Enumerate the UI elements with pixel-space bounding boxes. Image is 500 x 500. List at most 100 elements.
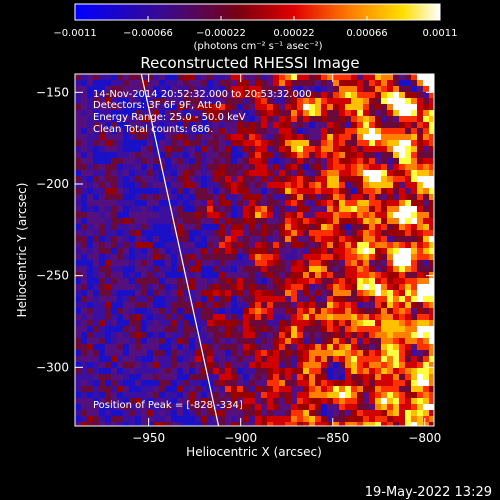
heatmap-cell [93,194,99,200]
heatmap-cell [261,302,267,308]
heatmap-cell [117,386,123,392]
heatmap-cell [165,128,171,134]
heatmap-cell [129,302,135,308]
heatmap-cell [81,278,87,284]
heatmap-cell [357,362,363,368]
heatmap-cell [87,338,93,344]
heatmap-cell [255,404,261,410]
heatmap-cell [261,212,267,218]
heatmap-cell [279,152,285,158]
heatmap-cell [321,362,327,368]
heatmap-cell [327,302,333,308]
heatmap-cell [387,404,393,410]
heatmap-cell [375,356,381,362]
heatmap-cell [93,242,99,248]
heatmap-cell [375,194,381,200]
heatmap-cell [303,104,309,110]
heatmap-cell [303,314,309,320]
heatmap-cell [219,296,225,302]
heatmap-cell [417,194,423,200]
heatmap-cell [249,242,255,248]
heatmap-cell [429,188,434,194]
heatmap-cell [171,146,177,152]
heatmap-cell [171,386,177,392]
heatmap-cell [129,152,135,158]
heatmap-cell [201,332,207,338]
heatmap-cell [213,206,219,212]
heatmap-cell [279,326,285,332]
heatmap-cell [243,266,249,272]
heatmap-cell [375,386,381,392]
heatmap-cell [159,374,165,380]
heatmap-cell [273,398,279,404]
heatmap-cell [363,290,369,296]
heatmap-cell [375,200,381,206]
heatmap-cell [75,176,81,182]
heatmap-cell [357,152,363,158]
heatmap-cell [291,98,297,104]
heatmap-cell [279,272,285,278]
heatmap-cell [297,206,303,212]
heatmap-cell [423,290,429,296]
heatmap-cell [291,260,297,266]
heatmap-cell [237,302,243,308]
heatmap-cell [363,284,369,290]
heatmap-cell [423,110,429,116]
heatmap-cell [255,194,261,200]
heatmap-cell [303,422,309,426]
heatmap-cell [291,140,297,146]
heatmap-cell [195,320,201,326]
heatmap-cell [231,350,237,356]
heatmap-cell [267,416,273,422]
heatmap-cell [141,350,147,356]
heatmap-cell [105,146,111,152]
heatmap-cell [189,146,195,152]
heatmap-cell [105,254,111,260]
heatmap-cell [363,236,369,242]
heatmap-cell [189,236,195,242]
heatmap-cell [177,380,183,386]
heatmap-cell [141,224,147,230]
heatmap-cell [165,404,171,410]
heatmap-cell [141,140,147,146]
heatmap-cell [351,164,357,170]
heatmap-cell [387,308,393,314]
heatmap-cell [183,104,189,110]
heatmap-cell [129,194,135,200]
heatmap-cell [219,260,225,266]
heatmap-cell [99,314,105,320]
heatmap-cell [303,320,309,326]
heatmap-cell [147,98,153,104]
heatmap-cell [87,164,93,170]
heatmap-cell [237,242,243,248]
heatmap-cell [117,74,123,80]
heatmap-cell [429,122,434,128]
heatmap-cell [339,284,345,290]
heatmap-cell [255,170,261,176]
heatmap-cell [177,254,183,260]
heatmap-cell [219,224,225,230]
heatmap-cell [429,248,434,254]
heatmap-cell [339,350,345,356]
heatmap-cell [177,374,183,380]
heatmap-cell [243,206,249,212]
heatmap-cell [225,380,231,386]
heatmap-cell [147,134,153,140]
heatmap-cell [309,272,315,278]
heatmap-cell [327,248,333,254]
heatmap-cell [201,404,207,410]
heatmap-cell [411,236,417,242]
heatmap-cell [237,308,243,314]
heatmap-cell [231,374,237,380]
heatmap-cell [123,386,129,392]
heatmap-cell [279,92,285,98]
heatmap-cell [429,392,434,398]
heatmap-cell [183,320,189,326]
heatmap-cell [267,266,273,272]
heatmap-cell [159,128,165,134]
heatmap-cell [273,152,279,158]
heatmap-cell [381,416,387,422]
heatmap-cell [111,272,117,278]
heatmap-cell [99,338,105,344]
heatmap-cell [291,176,297,182]
